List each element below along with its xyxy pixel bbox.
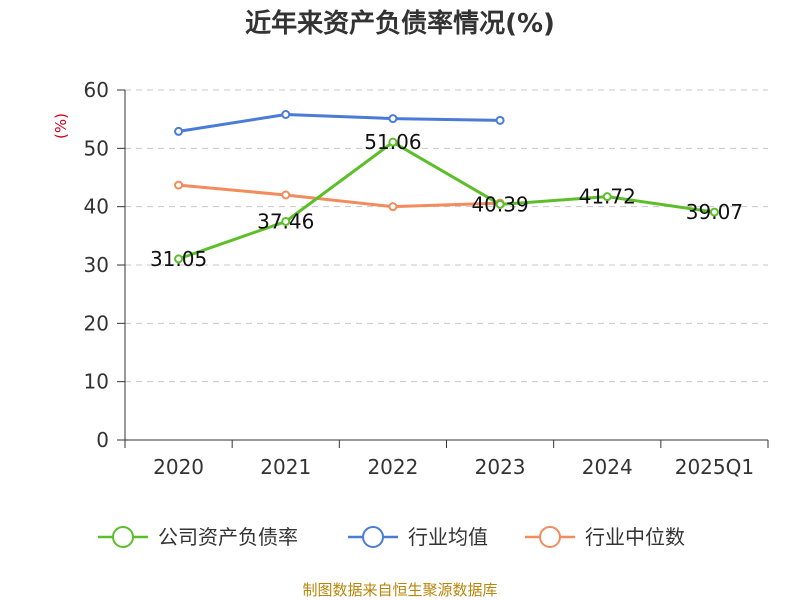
data-point [281, 110, 291, 119]
data-point [495, 199, 505, 209]
y-tick-label: 0 [96, 428, 109, 452]
data-labels: 31.05 37.46 51.06 40.39 41.72 39.07 [150, 130, 743, 271]
data-point [174, 126, 184, 136]
y-tick-label: 10 [84, 370, 109, 394]
y-tick-label: 20 [84, 311, 109, 335]
chart-title: 近年来资产负债率情况(%) [245, 8, 555, 39]
y-axis-unit-label: (%) [52, 113, 70, 139]
y-tick-label: 50 [84, 136, 109, 160]
data-label: 41.72 [579, 185, 636, 209]
source-note: 制图数据来自恒生聚源数据库 [302, 581, 497, 599]
legend-swatch-marker [362, 526, 384, 548]
data-point [281, 190, 291, 200]
data-label: 39.07 [686, 200, 743, 224]
data-point [174, 180, 184, 190]
gridlines [125, 89, 768, 383]
data-point [709, 207, 719, 217]
series-line [178, 140, 715, 261]
series-lines [174, 110, 719, 264]
legend-swatch-marker [112, 526, 134, 548]
data-point [388, 114, 398, 124]
legend-swatch-marker [539, 526, 561, 548]
legend: 公司资产负债率 行业均值 行业中位数 [98, 525, 685, 549]
data-point [602, 192, 612, 202]
legend-label: 行业均值 [408, 525, 488, 549]
data-label: 31.05 [150, 247, 207, 271]
data-point [388, 202, 398, 212]
data-label: 37.46 [257, 209, 314, 233]
x-tick-label: 2024 [582, 455, 633, 479]
y-tick-label: 40 [84, 195, 109, 219]
x-tick-label: 2021 [260, 455, 311, 479]
x-tick-label: 2025Q1 [675, 455, 754, 479]
data-label: 51.06 [364, 130, 421, 154]
series-line [178, 183, 501, 209]
data-point [174, 254, 184, 264]
data-point [388, 137, 398, 147]
legend-label: 行业中位数 [585, 525, 685, 549]
legend-label: 公司资产负债率 [158, 525, 298, 549]
data-label: 40.39 [471, 192, 528, 216]
x-tick-label: 2023 [475, 455, 526, 479]
y-tick-label: 30 [84, 253, 109, 277]
x-tick-label: 2022 [367, 455, 418, 479]
y-tick-label: 60 [84, 78, 109, 102]
data-point [495, 115, 505, 125]
axes: 0 10 20 30 40 50 60 2020 2021 2022 2023 2024 2025Q1 [84, 78, 769, 479]
series-line [178, 113, 501, 133]
data-point [281, 216, 291, 226]
x-tick-label: 2020 [153, 455, 204, 479]
